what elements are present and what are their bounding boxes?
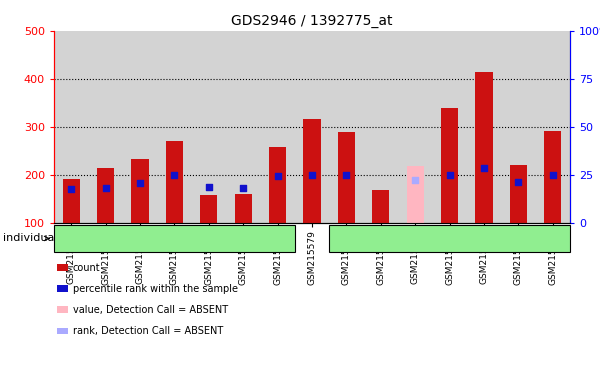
Point [548, 172, 557, 178]
Title: GDS2946 / 1392775_at: GDS2946 / 1392775_at [231, 14, 393, 28]
Bar [200, 195, 217, 223]
Bar [510, 165, 527, 223]
Point [238, 185, 248, 191]
Bar [304, 119, 320, 223]
Point [307, 172, 317, 178]
Text: control: control [430, 233, 469, 243]
Bar [97, 169, 114, 223]
Point [445, 172, 454, 178]
Point [135, 180, 145, 186]
Bar [475, 71, 493, 223]
Bar [235, 194, 252, 223]
Bar [372, 190, 389, 223]
Text: individual: individual [3, 233, 58, 243]
Text: count: count [73, 263, 100, 273]
Point [410, 177, 420, 183]
Text: percentile rank within the sample: percentile rank within the sample [73, 284, 238, 294]
Point [479, 164, 489, 170]
Text: rank, Detection Call = ABSENT: rank, Detection Call = ABSENT [73, 326, 223, 336]
Text: value, Detection Call = ABSENT: value, Detection Call = ABSENT [73, 305, 228, 315]
Bar [407, 166, 424, 223]
Bar [441, 108, 458, 223]
Bar [166, 141, 183, 223]
Text: diet-induced obese: diet-induced obese [121, 233, 228, 243]
Bar [62, 179, 80, 223]
Bar [544, 131, 562, 223]
Point [341, 172, 351, 178]
Bar [338, 132, 355, 223]
Point [204, 184, 214, 190]
Point [101, 185, 110, 191]
Bar [131, 159, 149, 223]
Point [273, 173, 283, 179]
Point [514, 179, 523, 185]
Point [170, 172, 179, 178]
Bar [269, 147, 286, 223]
Point [67, 186, 76, 192]
